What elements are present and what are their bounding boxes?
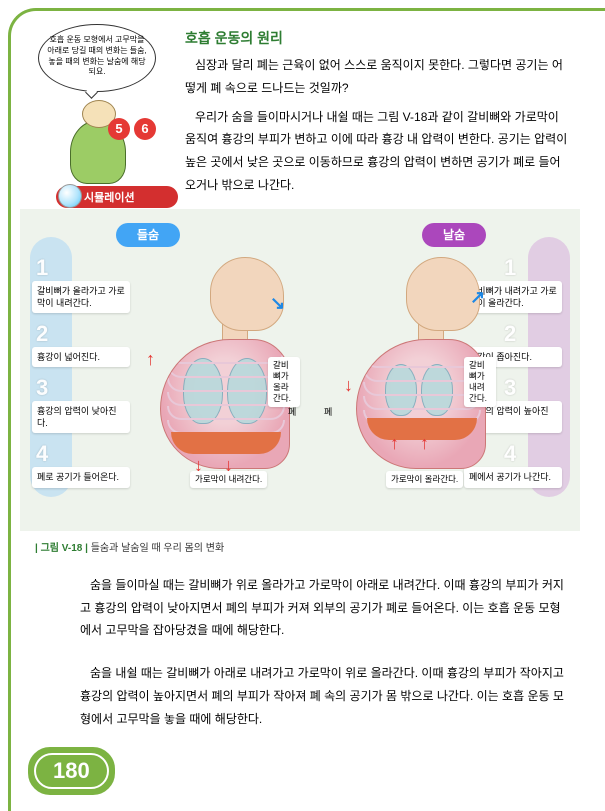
inhale-label: 들숨 [116, 223, 180, 247]
exhale-label: 날숨 [422, 223, 486, 247]
breathing-diagram: 들숨 날숨 1 갈비뼈가 올라가고 가로막이 내려간다. 2 흉강이 넓어진다.… [20, 209, 580, 531]
rib-up-arrow-icon: ↑ [146, 349, 155, 370]
rib-up-mini-label: 갈비뼈가 올라간다. [268, 357, 300, 407]
page-number: 180 [28, 747, 115, 795]
inhale-step-1: 갈비뼈가 올라가고 가로막이 내려간다. [32, 281, 130, 313]
exhale-torso-illustration: ↗ ↓ ↑ ↑ 갈비뼈가 내려간다. 가로막이 올라간다. 폐 [336, 257, 496, 477]
intro-paragraph-1: 심장과 달리 폐는 근육이 없어 스스로 움직이지 못한다. 그렇다면 공기는 … [185, 54, 570, 100]
rib-down-arrow-icon: ↓ [344, 375, 353, 396]
caption-text: 들숨과 날숨일 때 우리 몸의 변화 [91, 543, 225, 554]
diaphragm-up-arrow-icon: ↑ [420, 433, 429, 454]
inhale-step-3: 흉강의 압력이 낮아진다. [32, 401, 130, 433]
bubble-text: 호흡 운동 모형에서 고무막을 아래로 당길 때의 변화는 들숨, 놓을 때의 … [47, 35, 146, 76]
step-number: 1 [504, 257, 564, 279]
step-number: 1 [36, 257, 96, 279]
step-number: 4 [504, 443, 564, 465]
step-number: 2 [36, 323, 96, 345]
speech-bubble: 호흡 운동 모형에서 고무막을 아래로 당길 때의 변화는 들숨, 놓을 때의 … [38, 24, 156, 92]
step-number: 3 [36, 377, 96, 399]
figure-caption: | 그림 V-18 | 들숨과 날숨일 때 우리 몸의 변화 [35, 539, 570, 554]
inhale-step-2: 흉강이 넓어진다. [32, 347, 130, 367]
mascot-illustration: 5 6 시뮬레이션 [56, 98, 146, 198]
step-number: 4 [36, 443, 96, 465]
diaphragm-down-mini-label: 가로막이 내려간다. [190, 471, 267, 488]
exhale-steps: 1 갈비뼈가 내려가고 가로막이 올라간다. 2 흉강이 좁아진다. 3 흉강의… [504, 257, 564, 498]
diaphragm-up-mini-label: 가로막이 올라간다. [386, 471, 463, 488]
cd-icon [58, 184, 82, 208]
inhale-torso-illustration: ↘ ↑ ↓ ↓ 갈비뼈가 올라간다. 가로막이 내려간다. 폐 [140, 257, 300, 477]
lung-label: 폐 [324, 405, 332, 418]
section-title: 호흡 운동의 원리 [185, 28, 570, 48]
page-number-value: 180 [53, 758, 90, 783]
intro-paragraph-2: 우리가 숨을 들이마시거나 내쉴 때는 그림 V-18과 같이 갈비뼈와 가로막… [185, 106, 570, 197]
reference-badge-5: 5 [108, 118, 130, 140]
caption-ref: | 그림 V-18 | [35, 543, 88, 554]
diaphragm-up-arrow-icon: ↑ [390, 433, 399, 454]
inhale-step-4: 폐로 공기가 들어온다. [32, 467, 130, 487]
air-out-arrow-icon: ↗ [470, 287, 485, 308]
character-callout: 호흡 운동 모형에서 고무막을 아래로 당길 때의 변화는 들숨, 놓을 때의 … [38, 24, 173, 198]
inhale-steps: 1 갈비뼈가 올라가고 가로막이 내려간다. 2 흉강이 넓어진다. 3 흉강의… [36, 257, 96, 498]
step-number: 2 [504, 323, 564, 345]
lung-label: 폐 [288, 405, 296, 418]
air-in-arrow-icon: ↘ [270, 293, 285, 314]
reference-badge-6: 6 [134, 118, 156, 140]
rib-down-mini-label: 갈비뼈가 내려간다. [464, 357, 496, 407]
content-area: 호흡 운동 모형에서 고무막을 아래로 당길 때의 변화는 들숨, 놓을 때의 … [0, 0, 605, 554]
step-number: 3 [504, 377, 564, 399]
